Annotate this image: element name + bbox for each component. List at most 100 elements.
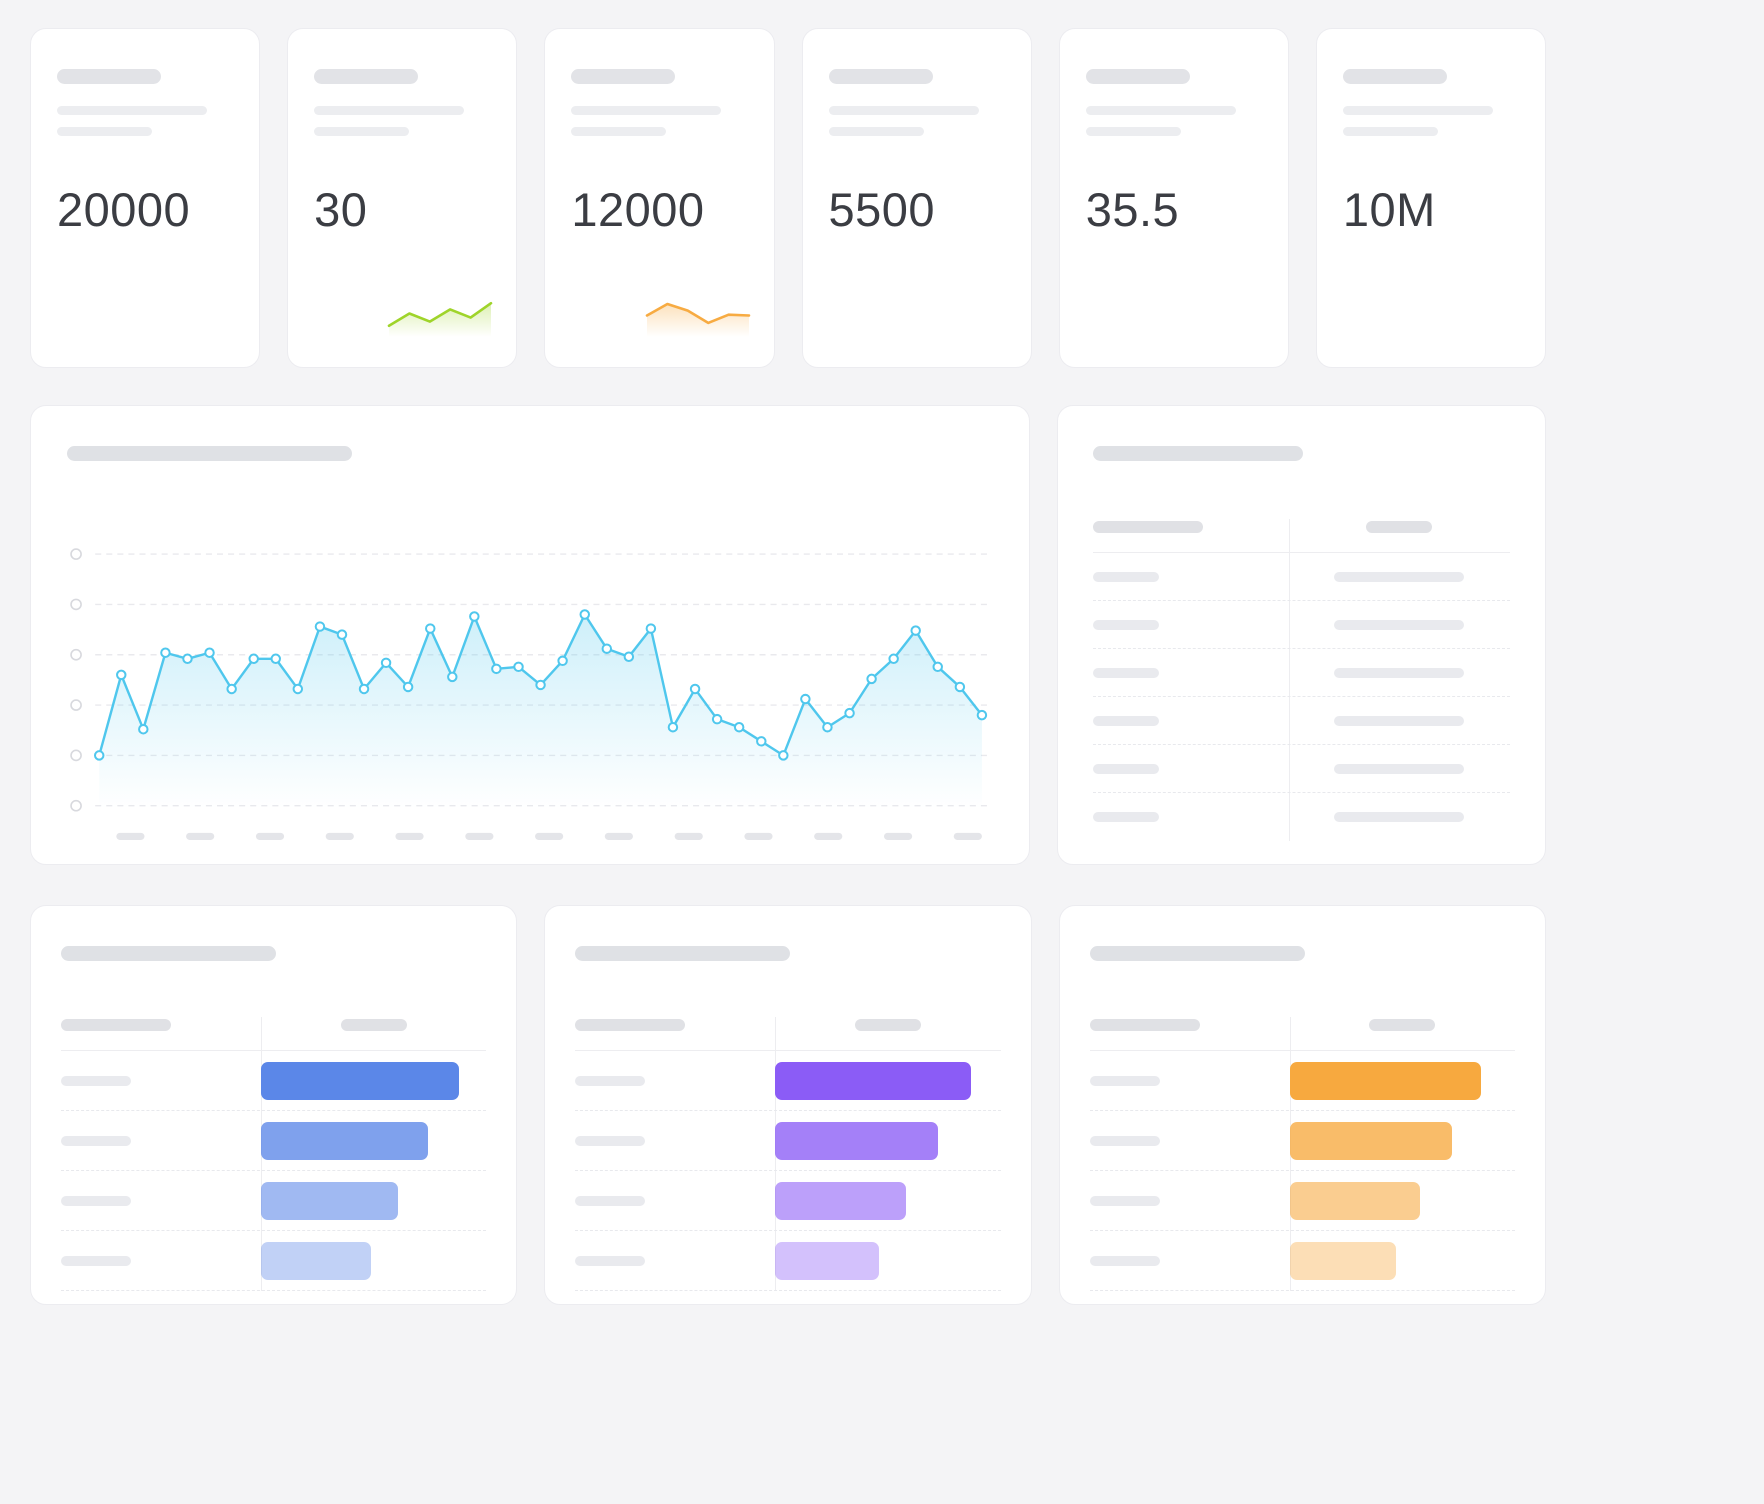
bar-rows [575, 1051, 1001, 1291]
table-header [575, 1017, 1001, 1051]
x-tick-skeleton [325, 832, 354, 840]
data-point [314, 621, 326, 632]
stat-card-4: 5500 [801, 28, 1032, 368]
stat-card-6: 10M [1315, 28, 1547, 368]
row-label-skeleton [1089, 1076, 1160, 1086]
column-header-skeleton [575, 1019, 686, 1031]
row-label-skeleton [1089, 1256, 1160, 1266]
row-label-skeleton [575, 1136, 646, 1146]
bar-row [1089, 1171, 1515, 1231]
data-point [182, 653, 193, 665]
data-point [844, 707, 855, 719]
spark-area [389, 303, 492, 337]
y-tick-skeleton [70, 799, 82, 812]
data-point [93, 750, 105, 761]
stat-subtitle-skeleton [571, 127, 667, 136]
stat-value: 10M [1342, 183, 1436, 236]
bar-row [575, 1171, 1001, 1231]
chart-title-skeleton [67, 446, 352, 461]
data-point [557, 655, 568, 667]
bar-table [1089, 1017, 1515, 1291]
column-header-skeleton [61, 1019, 171, 1031]
bar-table [575, 1017, 1001, 1291]
cell-skeleton [1334, 620, 1465, 630]
bar-row [575, 1111, 1001, 1171]
stat-card-5: 35.5 [1058, 28, 1289, 368]
h-bar [1289, 1242, 1396, 1280]
h-bar [775, 1122, 938, 1160]
h-bar [260, 1182, 399, 1220]
row-label-skeleton [61, 1136, 131, 1146]
bar-rows [1089, 1051, 1515, 1291]
y-tick-skeleton [70, 699, 82, 711]
h-bar [1289, 1062, 1482, 1100]
bar-row [575, 1051, 1001, 1111]
stat-card-3: 12000 [544, 28, 775, 368]
bar-row [575, 1231, 1001, 1291]
data-point [425, 623, 436, 634]
data-point [447, 671, 458, 683]
x-tick-skeleton [953, 832, 982, 840]
stat-title-skeleton [571, 69, 676, 84]
stat-subtitle-skeleton [314, 127, 410, 136]
stat-value: 12000 [571, 183, 705, 236]
data-point [535, 679, 546, 691]
x-tick-skeleton [465, 832, 494, 840]
data-point [689, 683, 701, 695]
row-label-skeleton [575, 1076, 646, 1086]
stat-subtitle-skeleton [1342, 127, 1438, 136]
column-divider [1288, 519, 1290, 841]
bar-row [61, 1231, 487, 1291]
cell-skeleton [1093, 620, 1159, 630]
stat-value: 30 [314, 183, 368, 236]
h-bar [775, 1182, 906, 1220]
data-table-card [1057, 405, 1546, 865]
bar-cell [775, 1122, 1000, 1160]
line-chart-card [30, 405, 1030, 865]
stat-subtitle-skeleton [1085, 127, 1181, 136]
data-point [116, 669, 127, 681]
data-point [778, 750, 789, 761]
data-point [711, 713, 723, 725]
data-point [138, 723, 149, 735]
bar-cell [1289, 1122, 1515, 1160]
row-label-skeleton [575, 1256, 646, 1266]
row-label-skeleton [1089, 1196, 1160, 1206]
sparkline-green [388, 301, 493, 337]
stat-subtitle-skeleton [57, 127, 152, 136]
data-point [623, 651, 635, 662]
data-point [910, 625, 921, 636]
stat-card-2: 30 [287, 28, 518, 368]
card-title-skeleton [1089, 946, 1305, 961]
bar-cell [260, 1062, 486, 1100]
column-header-skeleton [1089, 1019, 1200, 1031]
data-point [248, 653, 259, 665]
x-tick-skeleton [255, 832, 285, 840]
data-point [204, 647, 215, 658]
h-bar [775, 1062, 972, 1100]
table-row [1093, 793, 1510, 841]
h-bar [260, 1242, 372, 1280]
bar-cell [260, 1122, 486, 1160]
bar-row [1089, 1051, 1515, 1111]
bar-cell [775, 1062, 1000, 1100]
column-header-skeleton [1093, 521, 1203, 533]
h-bar [775, 1242, 879, 1280]
column-header-skeleton [340, 1019, 407, 1031]
x-tick-skeleton [116, 832, 145, 840]
h-bar [260, 1122, 428, 1160]
x-tick-skeleton [604, 832, 633, 840]
data-point [292, 683, 304, 695]
data-point [579, 609, 590, 620]
bar-row [1089, 1111, 1515, 1171]
bar-row [61, 1111, 487, 1171]
stat-subtitle-skeleton [57, 106, 207, 115]
row-label-skeleton [1089, 1136, 1160, 1146]
x-tick-skeleton [395, 832, 424, 840]
table-row [1093, 601, 1510, 649]
stat-subtitle-skeleton [1342, 106, 1493, 115]
x-tick-skeleton [883, 832, 913, 840]
bar-cell [775, 1182, 1000, 1220]
line-chart [70, 548, 989, 840]
stat-value: 20000 [57, 183, 191, 236]
